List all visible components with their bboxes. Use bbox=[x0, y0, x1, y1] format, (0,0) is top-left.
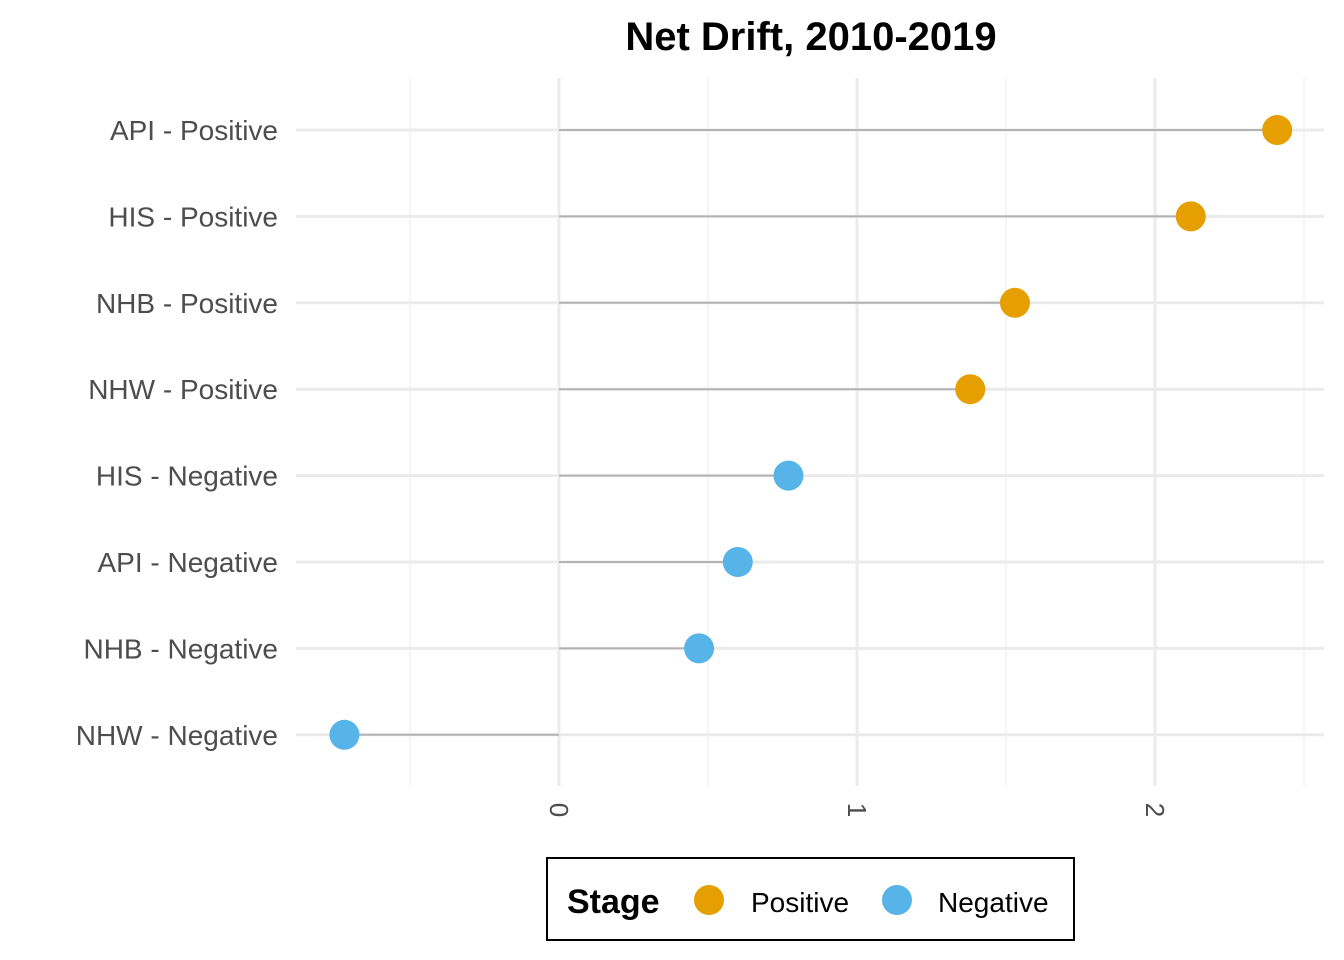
data-point bbox=[955, 374, 986, 405]
data-point bbox=[1175, 201, 1206, 232]
y-axis-labels: API - Positive HIS - Positive NHB - Positi… bbox=[76, 115, 278, 751]
x-tick-label: 1 bbox=[842, 803, 872, 817]
legend-label-positive: Positive bbox=[751, 887, 849, 918]
legend-label-negative: Negative bbox=[938, 887, 1049, 918]
data-point bbox=[773, 460, 804, 491]
y-tick-label: API - Positive bbox=[110, 115, 278, 146]
legend-box bbox=[546, 857, 1075, 941]
x-axis-tick-labels: 0 1 2 bbox=[544, 803, 1170, 817]
y-tick-label: HIS - Positive bbox=[108, 201, 278, 232]
x-tick-label: 0 bbox=[544, 803, 574, 817]
legend-title: Stage bbox=[567, 883, 660, 921]
major-gridlines bbox=[296, 78, 1324, 786]
y-tick-label: HIS - Negative bbox=[96, 461, 278, 492]
y-tick-label: NHB - Negative bbox=[83, 633, 278, 664]
lollipop-points bbox=[329, 115, 1293, 750]
data-point bbox=[684, 633, 715, 664]
y-tick-label: NHW - Positive bbox=[88, 374, 278, 405]
data-point bbox=[999, 287, 1030, 318]
legend-key-positive bbox=[694, 885, 724, 915]
legend-key-negative bbox=[882, 885, 912, 915]
legend: Stage Positive Negative bbox=[546, 857, 1075, 941]
data-point bbox=[329, 719, 360, 750]
data-point bbox=[1262, 115, 1293, 145]
chart-title: Net Drift, 2010-2019 bbox=[625, 15, 996, 59]
y-tick-label: NHW - Negative bbox=[76, 720, 278, 751]
x-tick-label: 2 bbox=[1140, 803, 1170, 817]
y-tick-label: NHB - Positive bbox=[96, 288, 278, 319]
y-tick-label: API - Negative bbox=[97, 547, 278, 578]
data-point bbox=[722, 547, 753, 577]
minor-gridlines bbox=[409, 78, 1305, 786]
lollipop-segments bbox=[344, 129, 1278, 736]
